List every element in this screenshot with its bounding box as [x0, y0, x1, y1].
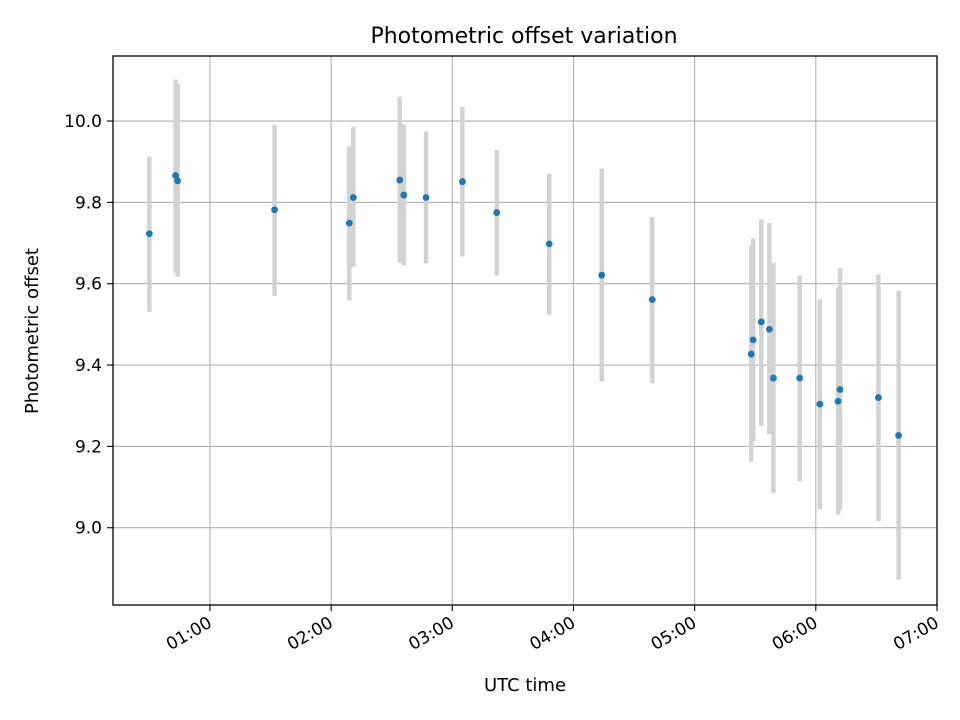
y-axis-ticks: 9.0 9.2 9.4 9.6 9.8 10.0: [64, 112, 113, 539]
data-point: [349, 194, 357, 201]
data-point: [174, 177, 182, 185]
data-point: [648, 296, 656, 303]
data-point: [172, 172, 180, 179]
data-point: [816, 400, 824, 408]
x-axis-label: UTC time: [484, 675, 566, 696]
data-point: [458, 178, 466, 186]
data-point: [493, 209, 501, 216]
data-point: [345, 219, 353, 227]
data-points: [145, 172, 903, 439]
data-point: [400, 191, 408, 199]
data-point: [796, 374, 804, 382]
y-tick-label: 10.0: [64, 112, 102, 132]
data-point: [598, 271, 606, 279]
data-point: [749, 336, 757, 344]
y-tick-label: 9.2: [75, 437, 102, 457]
y-axis-label: Photometric offset: [22, 248, 43, 414]
data-point: [836, 386, 844, 393]
data-point: [757, 318, 765, 326]
data-point: [747, 350, 755, 358]
data-point: [422, 194, 430, 201]
data-point: [545, 240, 553, 248]
data-point: [271, 206, 278, 214]
y-tick-label: 9.6: [75, 275, 102, 295]
data-point: [396, 176, 404, 184]
data-point: [145, 230, 153, 238]
data-point: [765, 325, 773, 333]
y-tick-label: 9.4: [75, 356, 102, 376]
plot-area-frame: [112, 55, 938, 606]
data-point: [770, 374, 777, 382]
data-point: [834, 397, 842, 405]
chart-title: Photometric offset variation: [370, 24, 677, 49]
y-tick-label: 9.0: [75, 519, 102, 539]
y-tick-label: 9.8: [75, 193, 102, 213]
data-point: [875, 394, 882, 401]
data-point: [895, 432, 903, 439]
